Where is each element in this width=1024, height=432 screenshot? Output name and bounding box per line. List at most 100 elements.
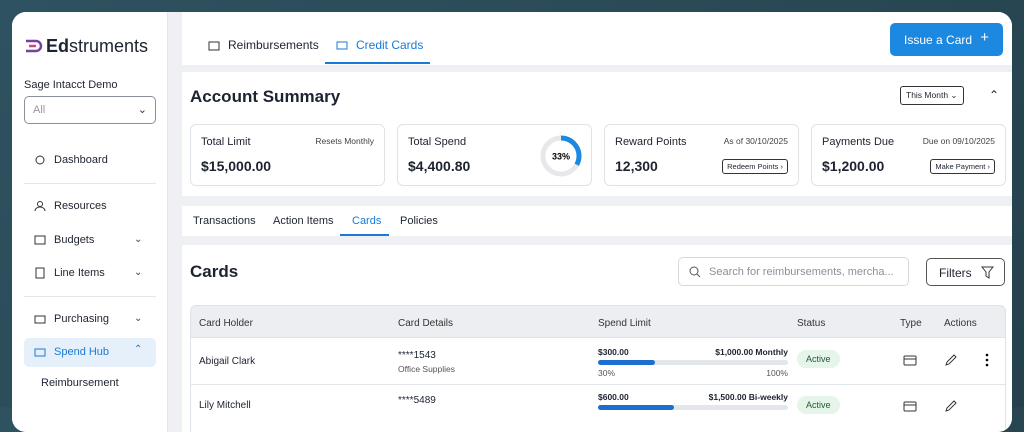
card-category: Office Supplies — [398, 364, 456, 374]
divider — [24, 296, 156, 297]
element: ⌄ — [134, 234, 143, 245]
element — [945, 400, 957, 412]
select-value: All — [33, 104, 46, 116]
nav-item[interactable]: Dashboard — [34, 154, 108, 166]
tab[interactable]: Credit Cards — [336, 38, 423, 52]
donut: 33% — [540, 135, 582, 177]
button-label: Filters — [939, 266, 972, 280]
element — [689, 266, 699, 276]
column-header: Spend Limit — [598, 318, 651, 329]
element: + — [980, 29, 989, 46]
nav-label: Resources — [54, 200, 107, 212]
search-box[interactable]: Search for reimbursements, mercha... — [678, 257, 909, 286]
progress-track — [598, 360, 788, 365]
progress-track — [598, 405, 788, 410]
element: ⌃ — [134, 344, 143, 355]
filters-button[interactable]: Filters — [926, 258, 1005, 286]
element: ⌄ — [134, 267, 143, 278]
issue-button[interactable]: Issue a Card + — [890, 23, 1003, 56]
more-icon[interactable] — [984, 353, 990, 367]
card-title: Total Spend — [408, 136, 467, 148]
element — [903, 355, 917, 366]
element — [37, 201, 43, 207]
nav-item[interactable]: Reimbursement — [41, 377, 119, 389]
limit: $1,500.00 Bi-weekly — [708, 392, 788, 402]
element — [336, 41, 348, 50]
column-header: Actions — [944, 318, 977, 329]
card-title: Total Limit — [201, 136, 251, 148]
org-select[interactable]: All ⌄ — [24, 96, 156, 124]
nav-label: Budgets — [54, 234, 95, 246]
summary-title: Account Summary — [190, 87, 341, 106]
element — [208, 41, 220, 51]
column-header: Status — [797, 318, 826, 329]
element — [34, 348, 46, 357]
nav-item[interactable]: Resources — [34, 200, 107, 212]
element — [34, 235, 46, 245]
status-badge: Active — [797, 350, 840, 368]
subtab[interactable]: Policies — [400, 215, 438, 227]
active-nav-bg — [24, 338, 156, 367]
holder: Lily Mitchell — [199, 400, 251, 411]
app-window: Edstruments Sage Intacct Demo All ⌄ Dashb… — [12, 12, 1012, 432]
element — [34, 201, 46, 212]
element — [985, 358, 989, 362]
brand: Edstruments — [46, 36, 148, 57]
nav-item[interactable]: Purchasing — [34, 313, 109, 325]
progress-label: 30% — [598, 368, 616, 378]
brand-bold: Ed — [46, 36, 70, 56]
element: ⌄ — [134, 313, 143, 324]
element — [208, 41, 220, 51]
filter-icon — [981, 266, 994, 279]
subtab[interactable]: Cards — [352, 215, 382, 227]
summary-card: Reward Points As of 30/10/2025 12,300 Redee… — [604, 124, 799, 186]
edit-icon[interactable] — [944, 353, 958, 367]
donut-label: 33% — [552, 152, 570, 162]
edit-icon[interactable] — [944, 399, 958, 413]
spent: $300.00 — [598, 347, 629, 357]
button-label: Issue a Card — [904, 33, 973, 47]
period-label: This Month — [906, 90, 949, 100]
progress-bar — [598, 360, 655, 365]
nav-label: Spend Hub — [54, 346, 110, 358]
nav-label: Dashboard — [54, 154, 108, 166]
progress-bar — [598, 405, 674, 410]
subtab[interactable]: Transactions — [193, 215, 256, 227]
tab-label: Reimbursements — [228, 38, 319, 52]
card-button[interactable]: Make Payment › — [930, 159, 995, 174]
nav-label: Line Items — [54, 267, 105, 279]
column-header: Card Holder — [199, 318, 253, 329]
brand-rest: struments — [69, 36, 149, 56]
element — [34, 348, 46, 357]
tab[interactable]: Reimbursements — [208, 38, 319, 52]
element — [336, 41, 348, 50]
card-note: As of 30/10/2025 — [723, 136, 788, 146]
column-header: Card Details — [398, 318, 454, 329]
subtab[interactable]: Action Items — [273, 215, 334, 227]
subtab-underline — [340, 234, 389, 236]
nav-label: Purchasing — [54, 313, 110, 325]
element — [26, 39, 43, 53]
row-divider — [190, 384, 1006, 385]
table-header — [190, 305, 1006, 338]
nav-item[interactable]: Spend Hub — [34, 346, 109, 358]
card-button[interactable]: Redeem Points › — [722, 159, 788, 174]
nav-item[interactable]: Line Items — [34, 267, 105, 279]
card-note: Due on 09/10/2025 — [922, 136, 995, 146]
card-title: Payments Due — [822, 136, 895, 148]
search-placeholder: Search for reimbursements, mercha... — [709, 266, 894, 278]
nav-item[interactable]: Budgets — [34, 234, 94, 246]
button-label: Make Payment — [935, 162, 986, 171]
period-select[interactable]: This Month ⌄ — [900, 86, 964, 105]
collapse-icon[interactable]: ⌃ — [989, 88, 1000, 102]
element — [35, 155, 45, 165]
card-value: $15,000.00 — [201, 158, 272, 174]
element — [34, 315, 46, 324]
table-body — [190, 338, 1006, 432]
element — [945, 354, 957, 366]
summary-card: Payments Due Due on 09/10/2025 $1,200.00 Ma… — [811, 124, 1006, 186]
summary-card: Total Limit Resets Monthly $15,000.00 — [190, 124, 385, 186]
card-value: 12,300 — [615, 158, 658, 174]
element — [35, 267, 45, 279]
